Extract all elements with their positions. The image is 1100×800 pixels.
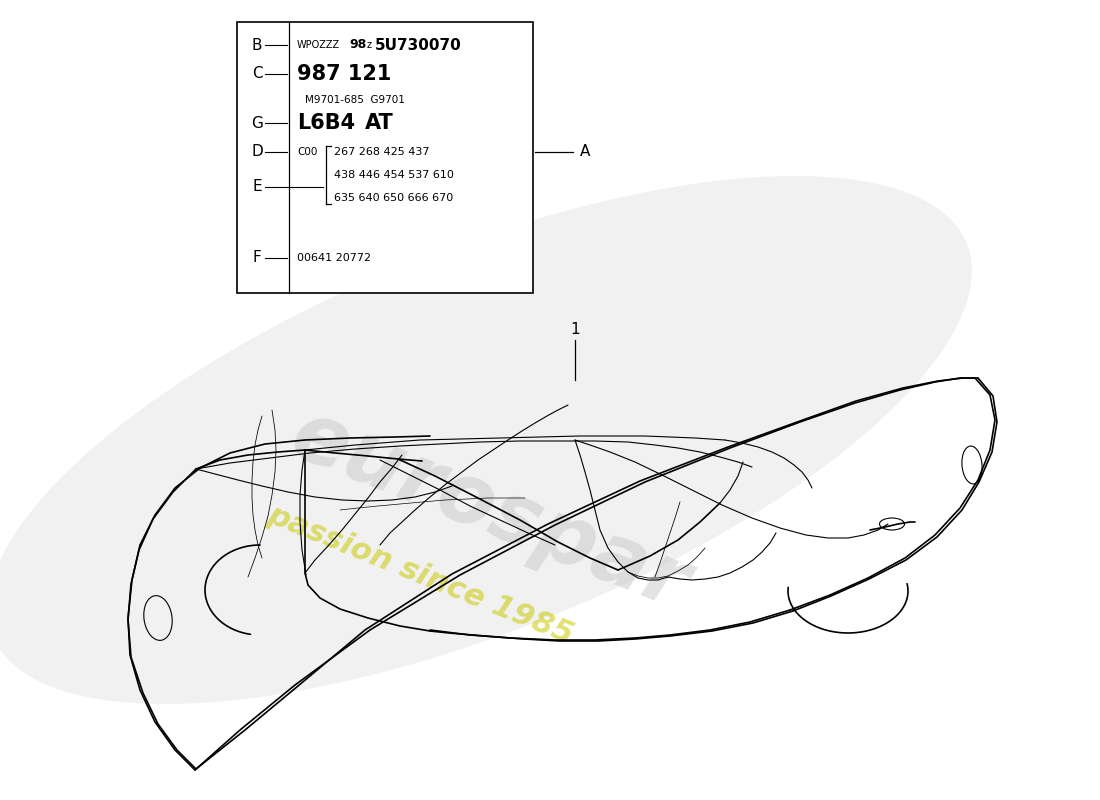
Text: passion since 1985: passion since 1985 xyxy=(263,500,578,650)
Text: D: D xyxy=(251,145,263,159)
Text: B: B xyxy=(252,38,262,53)
Text: F: F xyxy=(253,250,262,266)
Text: A: A xyxy=(580,145,591,159)
Text: G: G xyxy=(251,115,263,130)
Text: 98: 98 xyxy=(349,38,366,51)
Text: 987 121: 987 121 xyxy=(297,64,392,84)
Text: 635 640 650 666 670: 635 640 650 666 670 xyxy=(334,193,453,203)
Text: 5U730070: 5U730070 xyxy=(375,38,462,53)
Text: 438 446 454 537 610: 438 446 454 537 610 xyxy=(334,170,454,180)
Text: M9701-685  G9701: M9701-685 G9701 xyxy=(305,95,405,105)
Text: 267 268 425 437: 267 268 425 437 xyxy=(334,147,429,157)
Ellipse shape xyxy=(0,176,972,704)
Text: C00: C00 xyxy=(297,147,318,157)
Text: AT: AT xyxy=(365,113,394,133)
Text: L6B4: L6B4 xyxy=(297,113,355,133)
Text: WPOZZZ: WPOZZZ xyxy=(297,40,340,50)
Text: E: E xyxy=(252,179,262,194)
Text: 00641 20772: 00641 20772 xyxy=(297,253,371,263)
Text: 1: 1 xyxy=(570,322,580,338)
Text: z: z xyxy=(367,40,372,50)
Text: eurospar: eurospar xyxy=(280,394,701,626)
Text: C: C xyxy=(252,66,262,82)
Bar xyxy=(236,22,534,293)
